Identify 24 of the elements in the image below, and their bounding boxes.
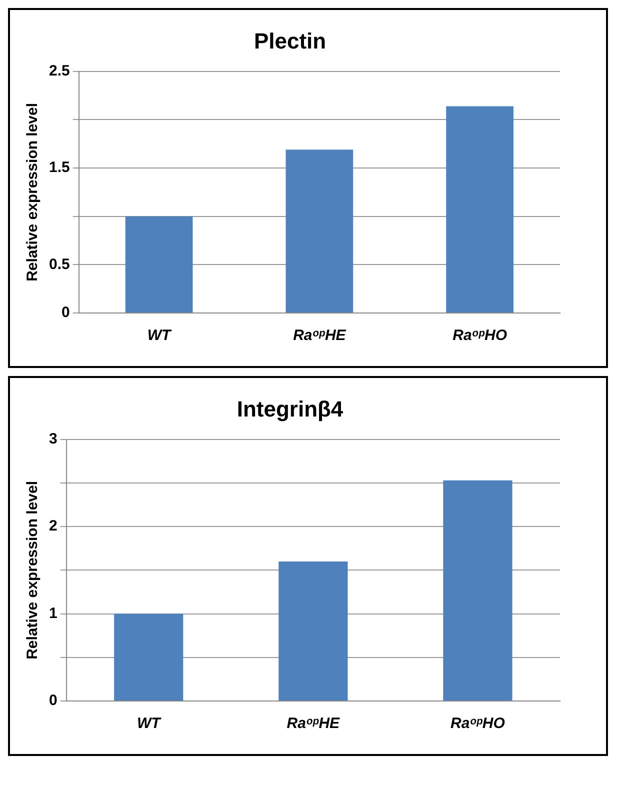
y-tick-label: 0 — [62, 304, 70, 322]
y-tick-label: 2 — [49, 518, 58, 535]
y-tick-label: 0.5 — [48, 256, 70, 273]
bar — [443, 480, 512, 700]
x-tick-label: RaᵒᵖHO — [452, 327, 508, 344]
x-tick-label: RaᵒᵖHO — [450, 715, 506, 732]
bar — [286, 150, 354, 312]
y-tick-label: 0 — [49, 692, 58, 710]
x-tick-label: RaᵒᵖHE — [286, 715, 341, 732]
bar — [125, 216, 193, 312]
y-tick-label: 1 — [49, 604, 58, 622]
x-tick-label: RaᵒᵖHE — [293, 327, 347, 344]
y-axis-title: Relative expression level — [24, 480, 42, 660]
x-tick-label: WT — [147, 327, 173, 344]
y-tick-label: 3 — [49, 430, 58, 448]
bar — [278, 561, 348, 700]
x-tick-label: WT — [136, 715, 162, 732]
bar — [114, 614, 184, 700]
y-axis-title: Relative expression level — [24, 102, 42, 282]
bar — [446, 106, 514, 312]
chart-title: Integrinβ4 — [236, 396, 344, 422]
y-tick-label: 1.5 — [48, 159, 70, 176]
y-tick-label: 2.5 — [48, 62, 70, 80]
chart-title: Plectin — [254, 28, 326, 54]
